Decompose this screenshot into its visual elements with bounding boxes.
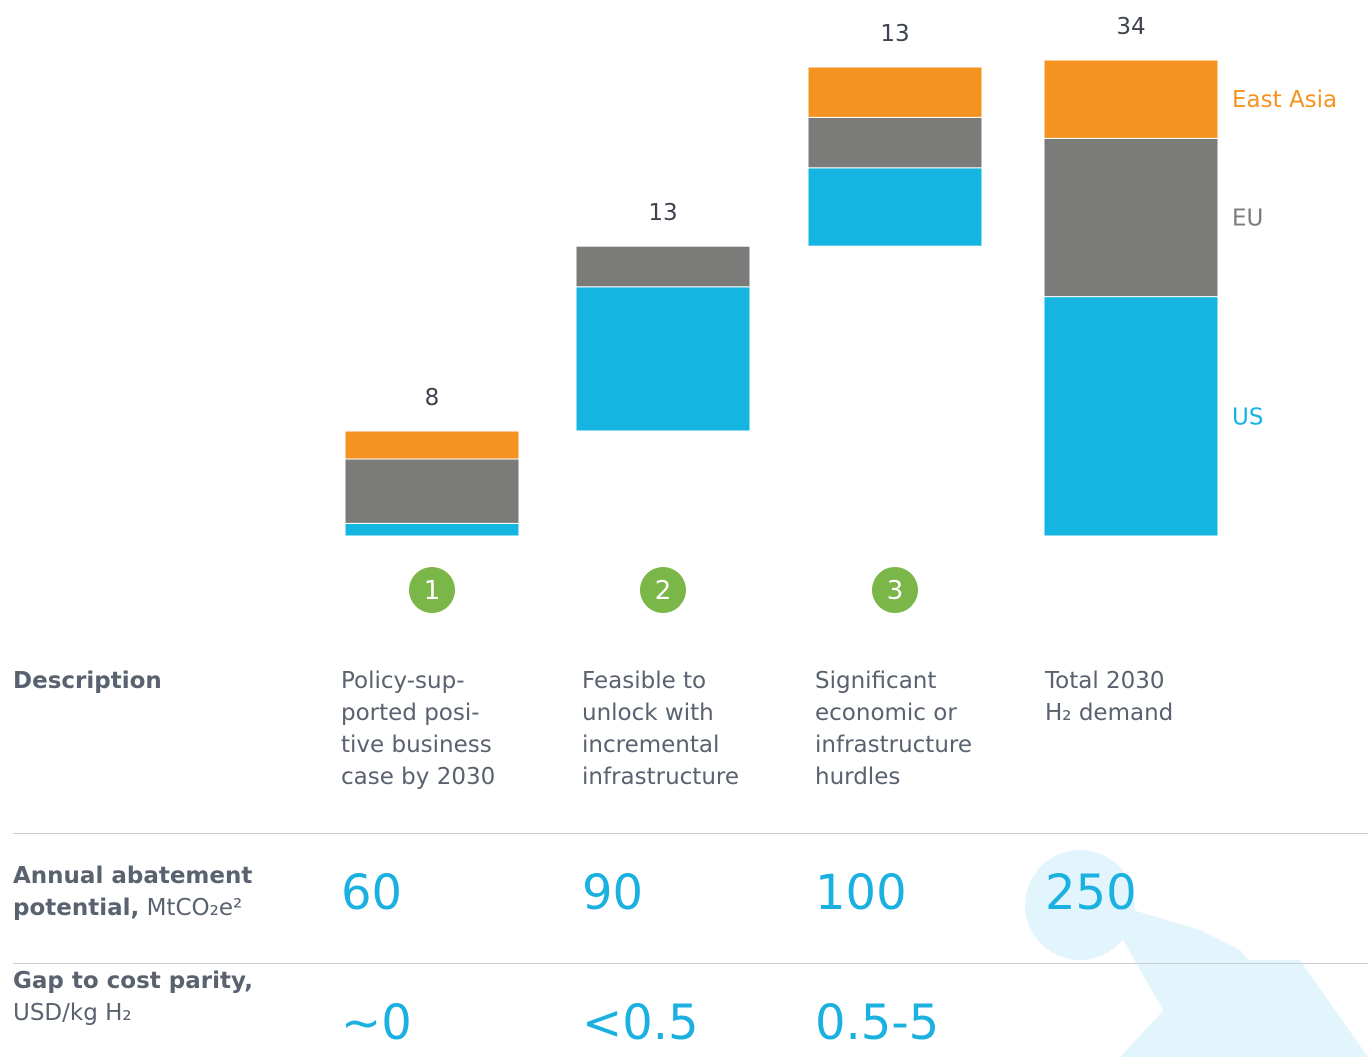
cell-value: 90 bbox=[582, 865, 643, 921]
bar-segment bbox=[345, 431, 519, 459]
label-part: potential, bbox=[13, 895, 139, 921]
cell-line: case by 2030 bbox=[341, 761, 495, 793]
cell-line: unlock with bbox=[582, 697, 739, 729]
cell-line: Policy-sup- bbox=[341, 665, 495, 697]
total-label: 34 bbox=[1116, 14, 1145, 40]
cell-value: ~0 bbox=[341, 995, 412, 1051]
label-part: MtCO₂e² bbox=[147, 895, 243, 921]
legend-label: EU bbox=[1232, 206, 1263, 232]
cell-line: infrastructure bbox=[815, 729, 972, 761]
cell-line: H₂ demand bbox=[1045, 697, 1173, 729]
bar-segment bbox=[808, 117, 982, 167]
divider bbox=[13, 963, 1368, 964]
bar-segment bbox=[808, 168, 982, 246]
cell-value: 0.5-5 bbox=[815, 995, 939, 1051]
bar-segment bbox=[1044, 60, 1218, 138]
cell-line: infrastructure bbox=[582, 761, 739, 793]
row-label: Annual abatement potential, MtCO₂e² bbox=[13, 860, 313, 924]
cell-line: hurdles bbox=[815, 761, 972, 793]
step-number: 3 bbox=[887, 576, 904, 606]
label-part: USD/kg H₂ bbox=[13, 1000, 132, 1026]
step-number: 1 bbox=[424, 576, 441, 606]
bar-segment bbox=[345, 523, 519, 536]
cell-line: Feasible to bbox=[582, 665, 739, 697]
cell-value: <0.5 bbox=[582, 995, 699, 1051]
step-number: 2 bbox=[655, 576, 672, 606]
legend-label: US bbox=[1232, 404, 1263, 430]
total-label: 13 bbox=[880, 21, 909, 47]
row-label: Gap to cost parity, USD/kg H₂ bbox=[13, 965, 313, 1029]
cell-line: Total 2030 bbox=[1045, 665, 1173, 697]
bar-segment bbox=[345, 459, 519, 523]
cell-value: 100 bbox=[815, 865, 907, 921]
bar-segment bbox=[1044, 297, 1218, 536]
bar-segment bbox=[808, 67, 982, 117]
label-part: Description bbox=[13, 668, 162, 694]
bar-segment bbox=[1044, 138, 1218, 296]
bar-segment bbox=[576, 287, 750, 431]
divider bbox=[13, 833, 1368, 834]
total-label: 13 bbox=[648, 200, 677, 226]
cell-line: economic or bbox=[815, 697, 972, 729]
page: 81132133USEUEast Asia34 (() => { const d… bbox=[0, 0, 1368, 1057]
cell-value: 250 bbox=[1045, 865, 1137, 921]
row-label: Description bbox=[13, 665, 313, 697]
label-part: Annual abatement bbox=[13, 863, 252, 889]
total-label: 8 bbox=[425, 385, 440, 411]
cell-line: tive business bbox=[341, 729, 495, 761]
cell-value: 60 bbox=[341, 865, 402, 921]
cell-line: ported posi- bbox=[341, 697, 495, 729]
bar-segment bbox=[576, 246, 750, 287]
legend-label: East Asia bbox=[1232, 87, 1337, 113]
cell-line: incremental bbox=[582, 729, 739, 761]
label-part: Gap to cost parity, bbox=[13, 968, 253, 994]
cell-line: Significant bbox=[815, 665, 972, 697]
